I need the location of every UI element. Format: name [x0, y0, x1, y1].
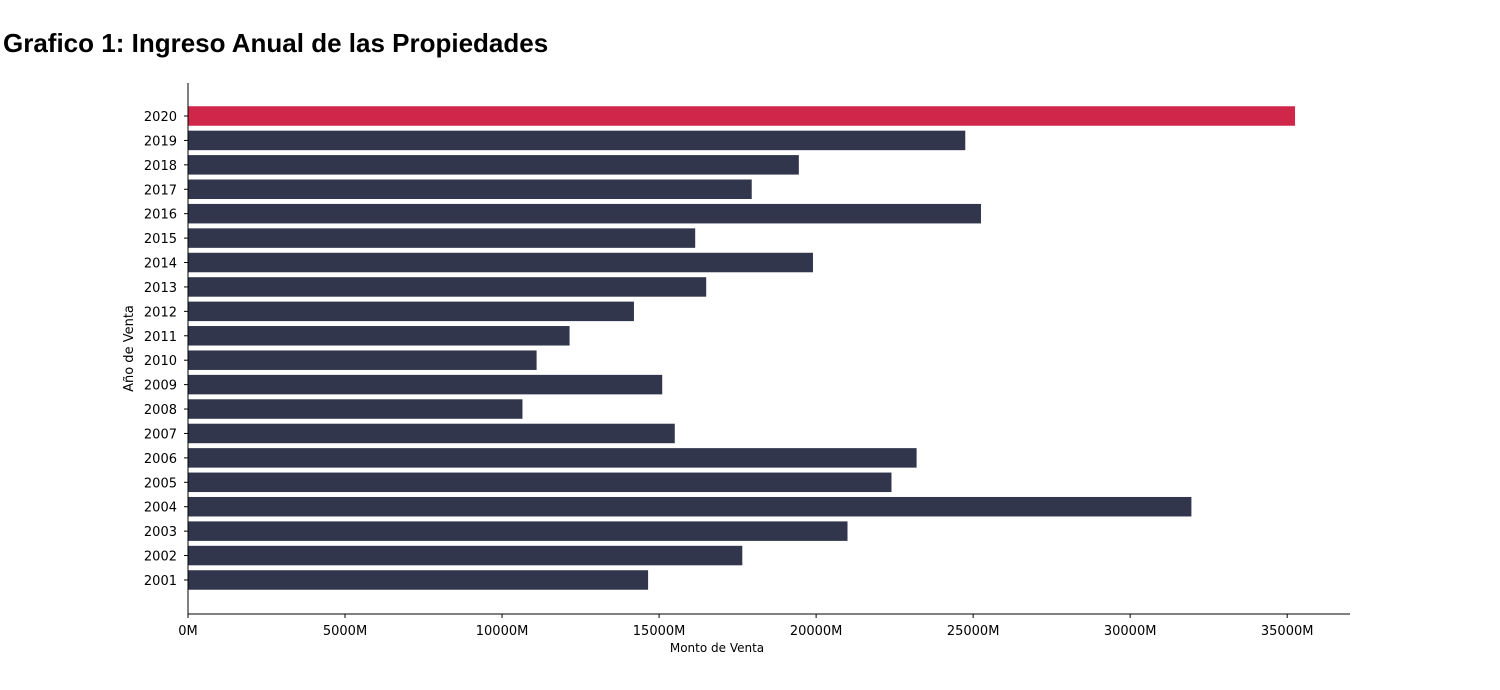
bar-2017	[188, 179, 752, 200]
x-tick-label: 35000M	[1261, 624, 1314, 639]
x-tick-label: 30000M	[1104, 624, 1157, 639]
bar-2003	[188, 521, 848, 541]
bar-2005	[188, 472, 892, 493]
y-tick-label: 2012	[144, 305, 177, 320]
y-tick-label: 2004	[144, 501, 177, 516]
y-tick-label: 2007	[144, 427, 177, 442]
x-tick-label: 25000M	[947, 624, 1000, 639]
bar-2019	[188, 130, 966, 151]
bar-2007	[188, 423, 675, 444]
y-tick-label: 2003	[144, 525, 177, 540]
bar-2020	[188, 106, 1296, 126]
y-axis-label: Año de Venta	[122, 305, 137, 392]
y-tick-label: 2017	[144, 183, 177, 198]
y-tick-label: 2019	[144, 134, 177, 149]
x-tick-label: 15000M	[633, 624, 686, 639]
y-tick-label: 2014	[144, 257, 177, 272]
y-tick-label: 2008	[144, 403, 177, 418]
x-tick-label: 5000M	[323, 624, 367, 639]
bar-2002	[188, 545, 743, 566]
y-tick-label: 2001	[144, 574, 177, 589]
x-axis-ticks: 0M 5000M 10000M 15000M 20000M 25000M 30000M 350…	[178, 614, 1313, 639]
bar-2010	[188, 350, 537, 370]
x-axis-label: Monto de Venta	[670, 641, 764, 655]
y-tick-label: 2018	[144, 159, 177, 174]
y-tick-label: 2013	[144, 281, 177, 296]
y-tick-label: 2006	[144, 452, 177, 467]
bar-2004	[188, 496, 1192, 517]
bar-2001	[188, 570, 649, 590]
y-tick-label: 2015	[144, 232, 177, 247]
chart-title: Grafico 1: Ingreso Anual de las Propieda…	[3, 28, 549, 58]
bar-2011	[188, 326, 570, 346]
x-tick-label: 0M	[178, 624, 198, 639]
y-tick-label: 2010	[144, 354, 177, 369]
bar-2015	[188, 228, 696, 248]
bar-2014	[188, 252, 813, 273]
y-tick-label: 2005	[144, 476, 177, 491]
x-tick-label: 10000M	[476, 624, 529, 639]
bar-2018	[188, 155, 799, 175]
bar-2008	[188, 399, 523, 419]
y-tick-label: 2011	[144, 330, 177, 345]
bar-2006	[188, 448, 917, 468]
x-tick-label: 20000M	[790, 624, 843, 639]
bar-2013	[188, 277, 707, 297]
y-tick-label: 2016	[144, 208, 177, 223]
bar-2009	[188, 374, 663, 395]
bar-2016	[188, 203, 981, 224]
y-axis-ticks: 2020 2019 2018 2017 2016 2015 2014 2013 2012 2011…	[144, 110, 188, 589]
y-tick-label: 2009	[144, 379, 177, 394]
bar-2012	[188, 301, 634, 322]
bars-layer	[188, 106, 1296, 590]
y-tick-label: 2020	[144, 110, 177, 125]
y-tick-label: 2002	[144, 550, 177, 565]
